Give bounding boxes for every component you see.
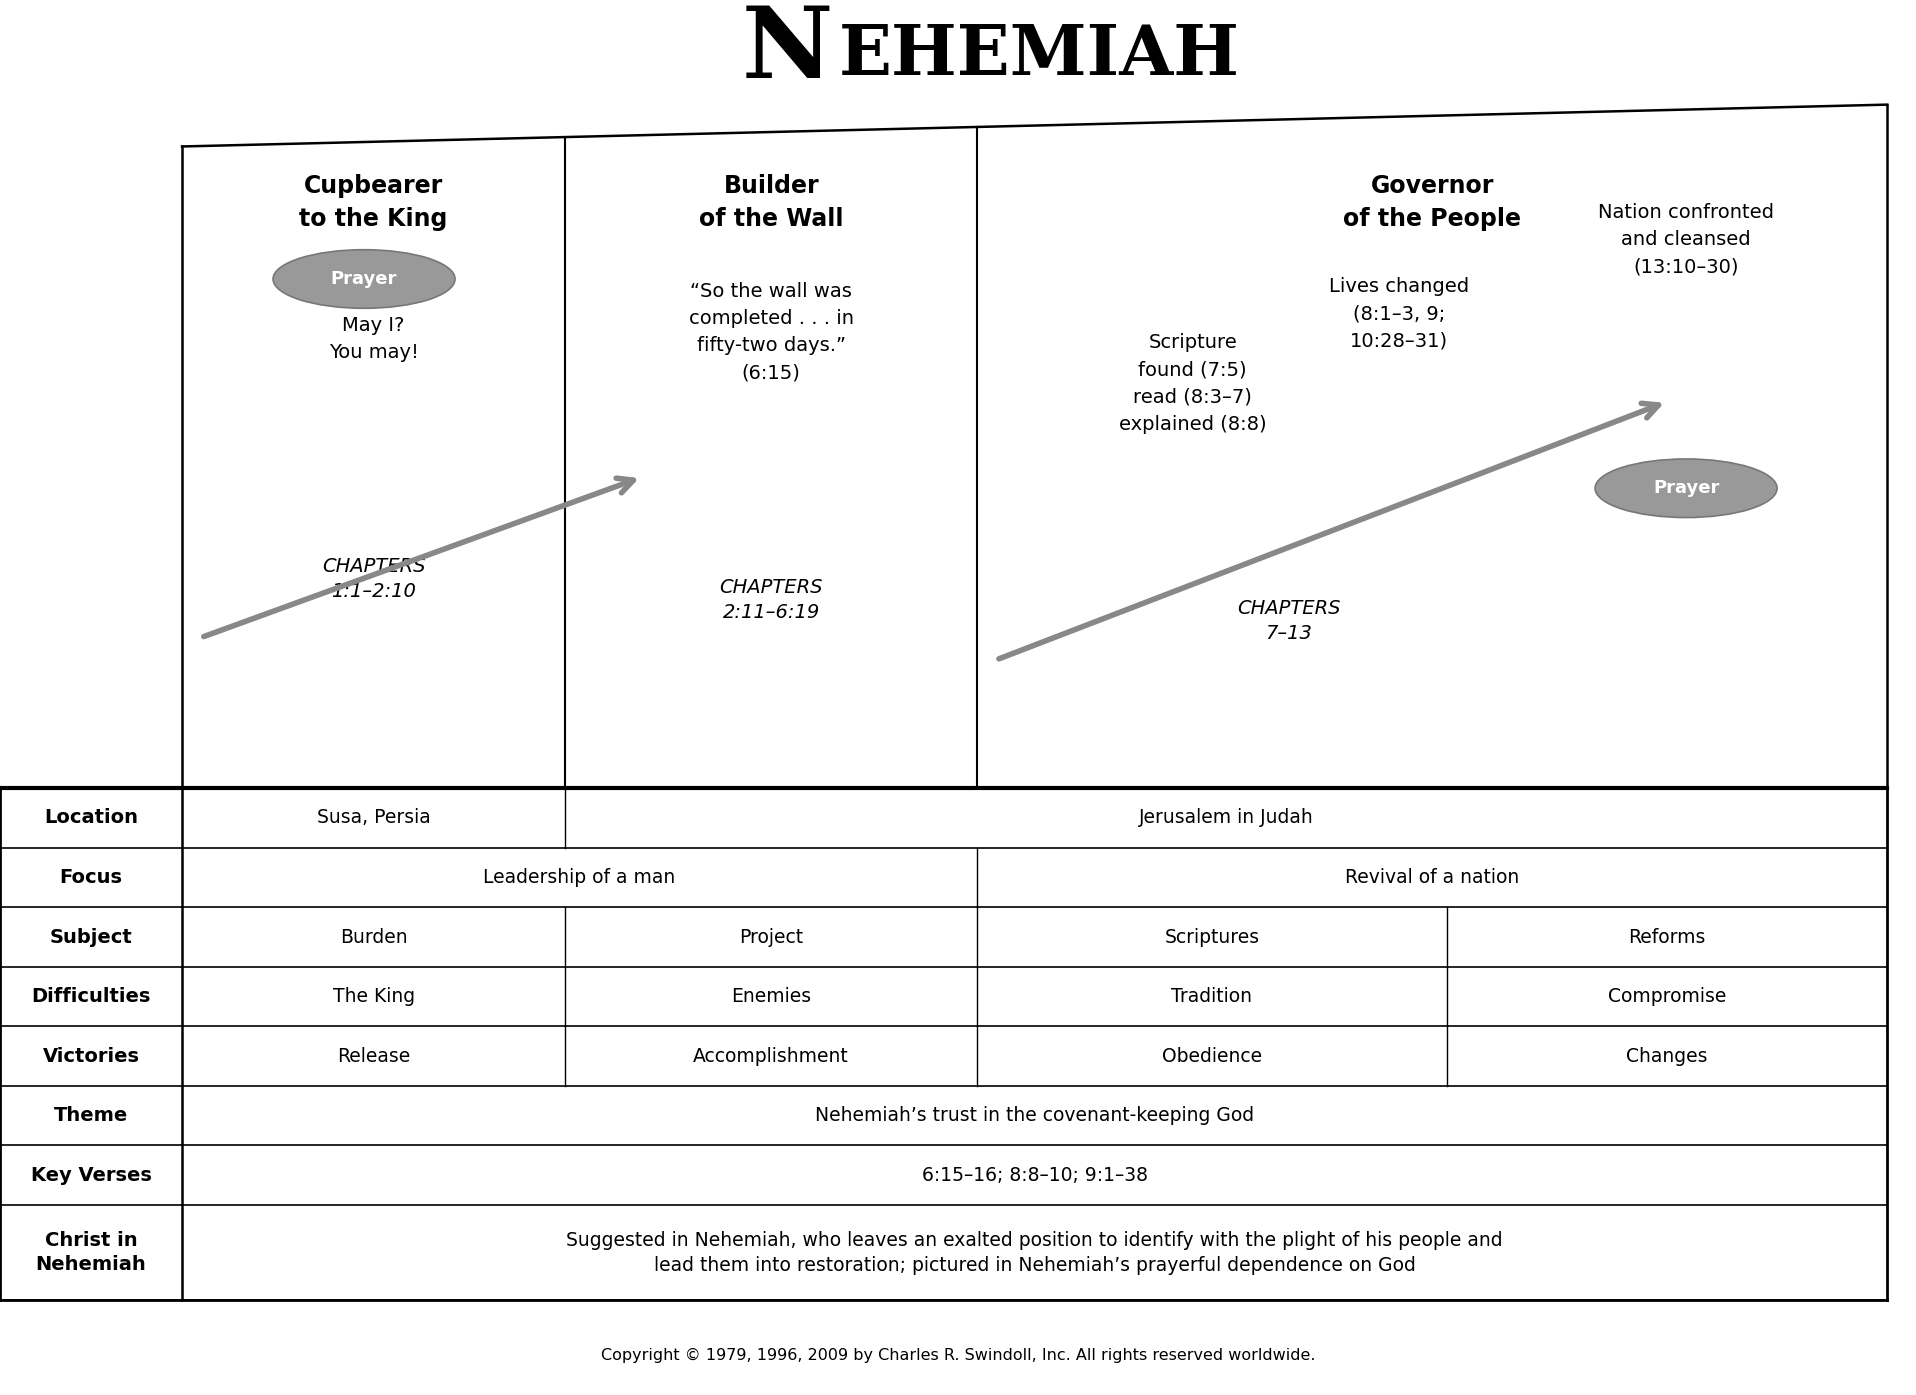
Text: Prayer: Prayer <box>331 271 397 287</box>
Text: Scriptures: Scriptures <box>1165 928 1259 946</box>
Text: Susa, Persia: Susa, Persia <box>316 809 431 827</box>
Text: Release: Release <box>337 1046 410 1066</box>
Text: Tradition: Tradition <box>1171 988 1253 1006</box>
Text: Subject: Subject <box>50 928 132 946</box>
Text: Leadership of a man: Leadership of a man <box>483 868 676 887</box>
Text: Revival of a nation: Revival of a nation <box>1345 868 1519 887</box>
Text: Difficulties: Difficulties <box>31 988 151 1006</box>
Ellipse shape <box>1594 459 1776 518</box>
Text: Copyright © 1979, 1996, 2009 by Charles R. Swindoll, Inc. All rights reserved wo: Copyright © 1979, 1996, 2009 by Charles … <box>602 1349 1314 1363</box>
Text: Project: Project <box>740 928 803 946</box>
Text: May I?
You may!: May I? You may! <box>330 317 418 361</box>
Text: Compromise: Compromise <box>1608 988 1726 1006</box>
Text: Scripture
found (7:5)
read (8:3–7)
explained (8:8): Scripture found (7:5) read (8:3–7) expla… <box>1119 333 1266 434</box>
Text: 6:15–16; 8:8–10; 9:1–38: 6:15–16; 8:8–10; 9:1–38 <box>922 1166 1148 1184</box>
Text: Focus: Focus <box>59 868 123 887</box>
Text: Builder
of the Wall: Builder of the Wall <box>699 173 843 232</box>
Text: Suggested in Nehemiah, who leaves an exalted position to identify with the pligh: Suggested in Nehemiah, who leaves an exa… <box>567 1230 1502 1275</box>
Text: Changes: Changes <box>1627 1046 1707 1066</box>
Text: CHAPTERS
1:1–2:10: CHAPTERS 1:1–2:10 <box>322 557 425 601</box>
Text: Cupbearer
to the King: Cupbearer to the King <box>299 173 448 232</box>
Text: Prayer: Prayer <box>1654 480 1719 497</box>
Text: Accomplishment: Accomplishment <box>694 1046 849 1066</box>
Ellipse shape <box>272 250 456 308</box>
Text: CHAPTERS
2:11–6:19: CHAPTERS 2:11–6:19 <box>718 578 824 622</box>
Text: Nehemiah’s trust in the covenant-keeping God: Nehemiah’s trust in the covenant-keeping… <box>814 1106 1255 1126</box>
Text: EHEMIAH: EHEMIAH <box>839 22 1240 89</box>
Text: CHAPTERS
7–13: CHAPTERS 7–13 <box>1236 598 1341 643</box>
Text: Christ in
Nehemiah: Christ in Nehemiah <box>36 1232 146 1274</box>
Text: The King: The King <box>333 988 414 1006</box>
Text: N: N <box>741 1 833 99</box>
Text: Location: Location <box>44 809 138 827</box>
Text: Key Verses: Key Verses <box>31 1166 151 1184</box>
Text: Burden: Burden <box>339 928 408 946</box>
Text: Theme: Theme <box>54 1106 128 1126</box>
Text: Obedience: Obedience <box>1161 1046 1263 1066</box>
Text: Enemies: Enemies <box>732 988 810 1006</box>
Text: Victories: Victories <box>42 1046 140 1066</box>
Text: Nation confronted
and cleansed
(13:10–30): Nation confronted and cleansed (13:10–30… <box>1598 204 1774 276</box>
Text: Jerusalem in Judah: Jerusalem in Judah <box>1138 809 1314 827</box>
Text: Lives changed
(8:1–3, 9;
10:28–31): Lives changed (8:1–3, 9; 10:28–31) <box>1328 278 1470 350</box>
Text: “So the wall was
completed . . . in
fifty-two days.”
(6:15): “So the wall was completed . . . in fift… <box>688 282 855 382</box>
Text: Governor
of the People: Governor of the People <box>1343 173 1521 232</box>
Text: Reforms: Reforms <box>1629 928 1705 946</box>
